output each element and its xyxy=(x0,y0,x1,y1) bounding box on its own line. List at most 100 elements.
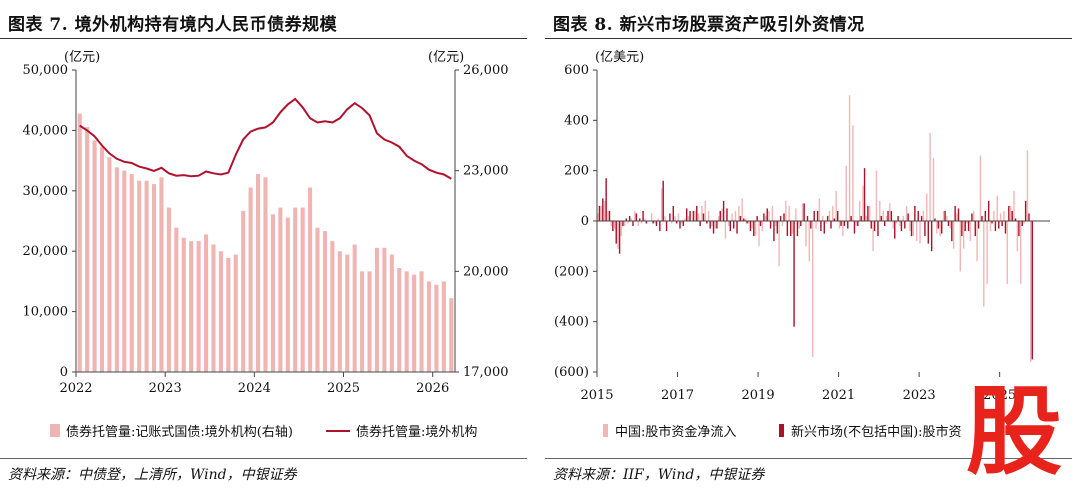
bar xyxy=(791,221,794,234)
bar xyxy=(870,221,872,229)
bar xyxy=(939,221,941,237)
bar xyxy=(806,215,809,221)
bar xyxy=(644,218,646,221)
y-left-tick-label: 40,000 xyxy=(23,123,69,138)
bar xyxy=(798,221,800,229)
bar xyxy=(129,174,134,372)
bar xyxy=(717,215,720,221)
bar xyxy=(1021,221,1023,227)
source-rule xyxy=(0,458,527,459)
bar xyxy=(330,241,335,372)
bar xyxy=(934,218,936,221)
bar xyxy=(929,132,931,221)
bar xyxy=(1014,218,1017,221)
y-right-unit: (亿元) xyxy=(428,50,464,65)
y-tick-label: 200 xyxy=(564,164,589,179)
bar xyxy=(92,140,97,372)
bar xyxy=(880,215,883,221)
bar xyxy=(627,221,629,224)
bar xyxy=(624,221,626,227)
bar xyxy=(682,221,685,227)
bar xyxy=(981,215,983,221)
y-tick-label: 400 xyxy=(564,113,589,128)
bar xyxy=(825,221,827,224)
bar xyxy=(949,221,951,229)
x-tick-label: 2025 xyxy=(327,381,360,396)
bar xyxy=(610,221,613,227)
bar xyxy=(749,221,752,232)
bar xyxy=(838,221,841,229)
bar xyxy=(1030,221,1032,362)
bar xyxy=(397,267,402,372)
bar xyxy=(813,210,815,221)
bar xyxy=(345,254,350,372)
bar xyxy=(962,221,965,249)
bar xyxy=(687,215,690,221)
bar xyxy=(85,127,90,373)
bar xyxy=(947,221,950,227)
y-right-tick-label: 23,000 xyxy=(463,164,509,179)
bar xyxy=(815,221,817,229)
x-tick-label: 2024 xyxy=(238,381,271,396)
bar xyxy=(692,210,695,221)
bar xyxy=(712,221,715,234)
bar xyxy=(952,221,955,249)
bar xyxy=(842,221,844,237)
title-rule xyxy=(545,38,1072,39)
bar xyxy=(650,213,653,221)
bar xyxy=(766,208,768,221)
bar xyxy=(716,221,718,229)
bar xyxy=(1026,150,1029,221)
bar xyxy=(993,210,995,221)
bar xyxy=(99,147,105,372)
bar xyxy=(776,221,779,234)
bar xyxy=(622,221,624,227)
legend-swatch xyxy=(779,424,784,437)
bar xyxy=(122,170,127,372)
x-tick-label: 2026 xyxy=(416,381,449,396)
bar xyxy=(637,221,639,227)
bar xyxy=(174,227,179,372)
x-tick-label: 2017 xyxy=(661,388,694,403)
bar xyxy=(801,203,804,221)
bar xyxy=(77,113,82,372)
bar xyxy=(832,205,834,221)
bar xyxy=(1004,221,1007,234)
bar xyxy=(847,221,849,229)
bar xyxy=(706,221,708,224)
bar xyxy=(808,221,811,262)
bar xyxy=(840,221,842,227)
bar xyxy=(835,190,837,221)
bar xyxy=(796,221,799,237)
bar xyxy=(833,218,836,221)
bar xyxy=(830,221,832,229)
bar xyxy=(652,221,654,224)
bar xyxy=(426,281,432,372)
chart-title: 图表 7. 境外机构持有境内人民币债券规模 xyxy=(8,15,338,35)
bar xyxy=(1013,190,1015,221)
bar xyxy=(912,221,915,237)
bar xyxy=(1009,205,1012,221)
bar xyxy=(996,195,998,221)
bar xyxy=(914,205,916,221)
bar xyxy=(634,210,636,221)
bar xyxy=(374,247,380,372)
bar xyxy=(1023,221,1025,224)
bar xyxy=(810,221,812,229)
bar xyxy=(612,221,614,232)
bar xyxy=(826,215,829,221)
bar xyxy=(820,221,822,232)
bar xyxy=(910,221,913,237)
bar xyxy=(863,168,866,221)
bar xyxy=(704,200,706,221)
bar xyxy=(855,221,857,227)
bar xyxy=(625,218,628,221)
bar xyxy=(850,215,852,221)
legend-line-label: 债券托管量:境外机构 xyxy=(356,424,477,440)
bar xyxy=(722,200,725,221)
left-chart-panel: 图表 7. 境外机构持有境内人民币债券规模 0 10,000 20,000 30,00… xyxy=(0,0,535,492)
title-rule xyxy=(0,38,527,39)
y-left-tick-label: 30,000 xyxy=(23,184,69,199)
bar xyxy=(775,221,777,227)
bar xyxy=(999,213,1002,221)
